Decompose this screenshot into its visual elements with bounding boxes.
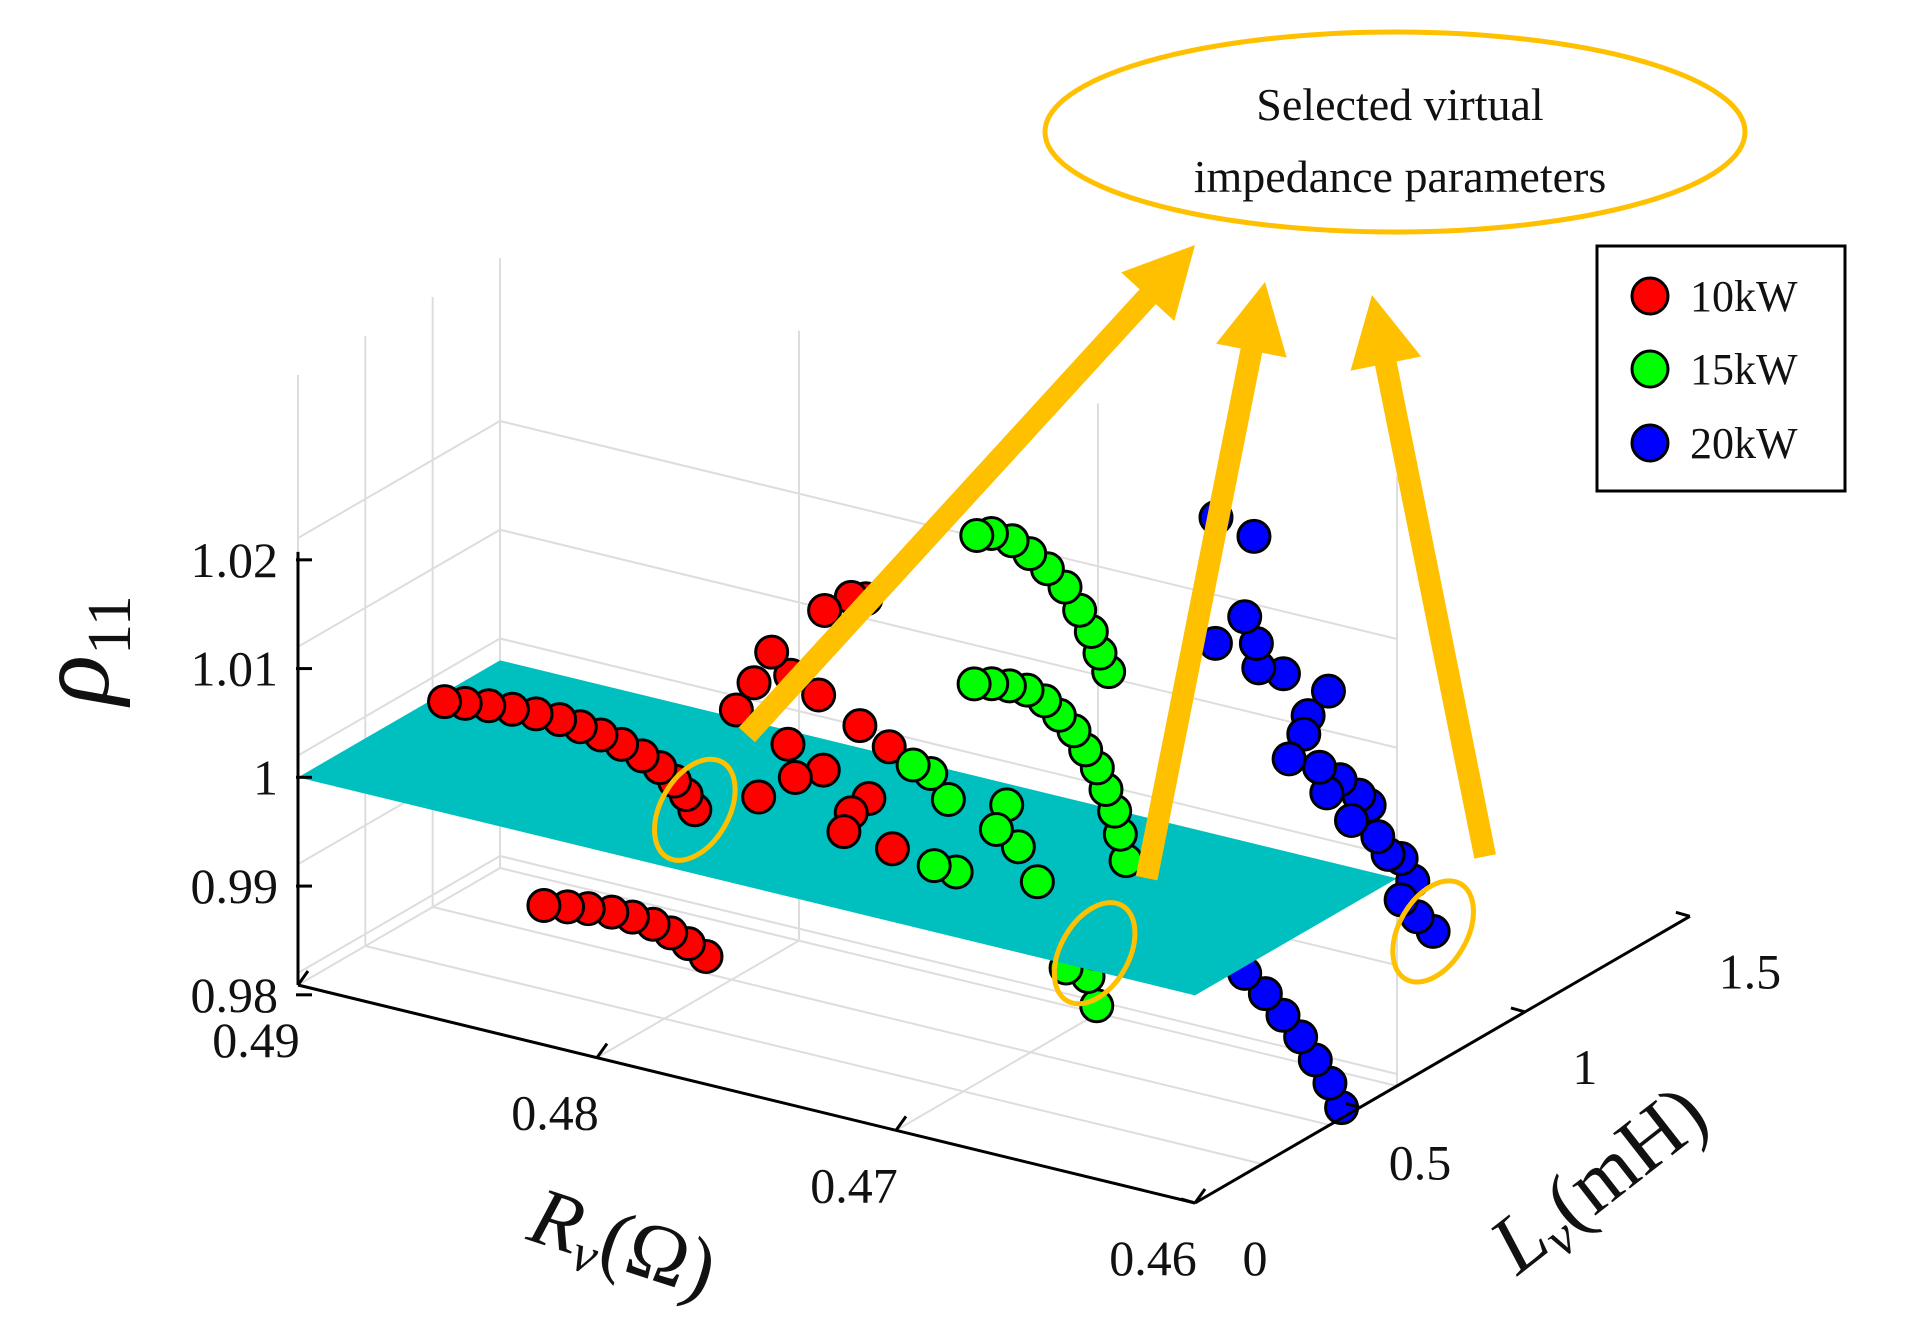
grid-line	[499, 867, 1398, 1087]
point-15kw	[956, 666, 992, 702]
callout-line-2: impedance parameters	[1194, 151, 1607, 202]
y-tick-label: 1.5	[1719, 943, 1782, 999]
point-10kw	[777, 759, 813, 795]
x-axis-unit: (Ω)	[590, 1192, 728, 1314]
annotation-layer	[652, 245, 1496, 1007]
grid-line	[895, 1012, 1099, 1132]
grid-line	[596, 939, 800, 1059]
point-15kw	[1019, 864, 1055, 900]
grid-line	[297, 867, 501, 986]
z-axis-symbol: ρ	[16, 655, 131, 708]
point-15kw	[1079, 988, 1115, 1024]
x-tick	[1193, 1188, 1207, 1204]
y-tick	[1675, 910, 1691, 918]
legend: 10kW 15kW 20kW	[1595, 244, 1847, 493]
y-axis-line	[1194, 915, 1691, 1205]
point-15kw	[930, 782, 966, 818]
point-20kw	[1247, 976, 1283, 1012]
grid-line	[297, 419, 1398, 640]
y-tick-label: 0.5	[1389, 1134, 1452, 1190]
axes	[296, 551, 1691, 1205]
legend-marker-20kw	[1630, 423, 1670, 463]
z-tick-label: 0.98	[191, 967, 279, 1023]
x-tick	[894, 1115, 908, 1132]
point-10kw	[718, 692, 754, 728]
x-axis-line	[297, 983, 1196, 1205]
point-10kw	[736, 665, 772, 701]
y-axis-label: Lv(mH)	[1472, 1066, 1729, 1297]
point-20kw	[1227, 599, 1263, 635]
callout-arrow-20kw	[1350, 295, 1496, 859]
x-tick	[595, 1042, 609, 1059]
point-15kw	[895, 747, 931, 783]
z-tick-label: 1.01	[191, 641, 279, 697]
highlight-ellipse-15kw	[1051, 900, 1138, 1007]
tick-labels: 0.98 0.99 1 1.01 1.02 0.49 0.48 0.47 0.46 0 0.5 1 1.…	[191, 532, 1782, 1286]
legend-marker-10kw	[1630, 276, 1670, 316]
y-tick	[1510, 1006, 1526, 1014]
callout-arrow-10kw	[738, 245, 1195, 743]
point-10kw	[427, 684, 463, 720]
point-15kw	[959, 517, 995, 553]
legend-label-15kw: 15kW	[1690, 345, 1798, 394]
legend-marker-15kw	[1630, 349, 1670, 389]
point-15kw	[978, 812, 1014, 848]
point-20kw	[1271, 741, 1307, 777]
point-15kw	[916, 848, 952, 884]
point-10kw	[807, 593, 843, 629]
point-10kw	[871, 729, 907, 765]
highlight-ellipse-20kw	[1390, 878, 1476, 985]
x-tick-label: 0.47	[810, 1157, 898, 1213]
legend-label-20kw: 20kW	[1690, 419, 1798, 468]
x-tick-label: 0.49	[212, 1012, 300, 1068]
z-tick-label: 1.02	[191, 532, 279, 588]
callout-arrow-15kw	[1135, 282, 1287, 881]
point-10kw	[801, 677, 837, 713]
grid-line	[365, 945, 1263, 1165]
x-axis-label: Rv(Ω)	[516, 1169, 728, 1322]
z-tick-label: 1	[253, 749, 278, 805]
z-tick-label: 0.99	[191, 858, 279, 914]
y-tick	[1345, 1102, 1361, 1109]
callout-line-1: Selected virtual	[1256, 79, 1543, 130]
y-tick-label: 0	[1243, 1230, 1268, 1286]
point-20kw	[1360, 819, 1396, 855]
point-10kw	[741, 779, 777, 815]
y-tick-label: 1	[1572, 1039, 1597, 1095]
point-20kw	[1310, 673, 1346, 709]
z-axis-label: ρ11	[16, 595, 144, 708]
callout-ellipse	[1042, 29, 1748, 235]
point-10kw	[842, 708, 878, 744]
highlight-ellipse-10kw	[652, 756, 738, 863]
point-10kw	[770, 726, 806, 762]
y-tick	[1180, 1197, 1196, 1205]
point-10kw	[526, 888, 562, 924]
point-20kw	[1236, 518, 1272, 554]
point-10kw	[826, 814, 862, 850]
grid-line	[432, 906, 1330, 1126]
x-tick-label: 0.46	[1109, 1230, 1197, 1286]
point-20kw	[1333, 803, 1369, 839]
x-tick	[296, 970, 310, 986]
legend-label-10kw: 10kW	[1690, 272, 1798, 321]
x-tick-label: 0.48	[511, 1085, 599, 1141]
point-10kw	[874, 831, 910, 867]
z-axis-subscript: 11	[76, 595, 144, 655]
point-10kw	[754, 634, 790, 670]
point-20kw	[1301, 749, 1337, 785]
